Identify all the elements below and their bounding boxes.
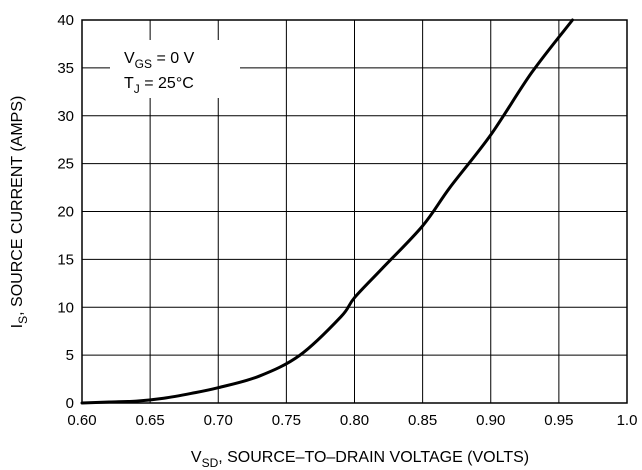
y-tick-label: 15	[57, 251, 74, 268]
annotation-vgs: VGS = 0 V	[124, 50, 195, 71]
x-axis-label: VSD, SOURCE–TO–DRAIN VOLTAGE (VOLTS)	[191, 449, 529, 470]
annotation-tj: TJ = 25°C	[124, 75, 194, 96]
x-tick-label: 0.70	[204, 412, 233, 429]
x-tick-label: 0.65	[136, 412, 165, 429]
y-tick-label: 20	[57, 204, 74, 221]
y-tick-label: 5	[66, 347, 74, 364]
series-line	[80, 18, 574, 405]
x-tick-label: 0.90	[476, 412, 505, 429]
y-tick-labels: 0 5 10 15 20 25 30 35 40	[57, 12, 74, 412]
y-axis-label: IS, SOURCE CURRENT (AMPS)	[9, 96, 30, 329]
y-tick-label: 30	[57, 108, 74, 125]
x-tick-label: 1.0	[617, 412, 638, 429]
plot-frame	[81, 19, 628, 404]
y-tick-label: 35	[57, 60, 74, 77]
y-tick-label: 25	[57, 156, 74, 173]
annotation-background	[110, 40, 240, 98]
y-tick-label: 10	[57, 299, 74, 316]
y-tick-label: 0	[66, 395, 74, 412]
x-tick-label: 0.95	[544, 412, 573, 429]
x-tick-labels: 0.60 0.65 0.70 0.75 0.80 0.85 0.90 0.95 1.0	[67, 412, 637, 429]
x-tick-label: 0.85	[408, 412, 437, 429]
x-tick-label: 0.80	[340, 412, 369, 429]
y-tick-label: 40	[57, 12, 74, 29]
x-tick-label: 0.60	[67, 412, 96, 429]
x-tick-label: 0.75	[272, 412, 301, 429]
